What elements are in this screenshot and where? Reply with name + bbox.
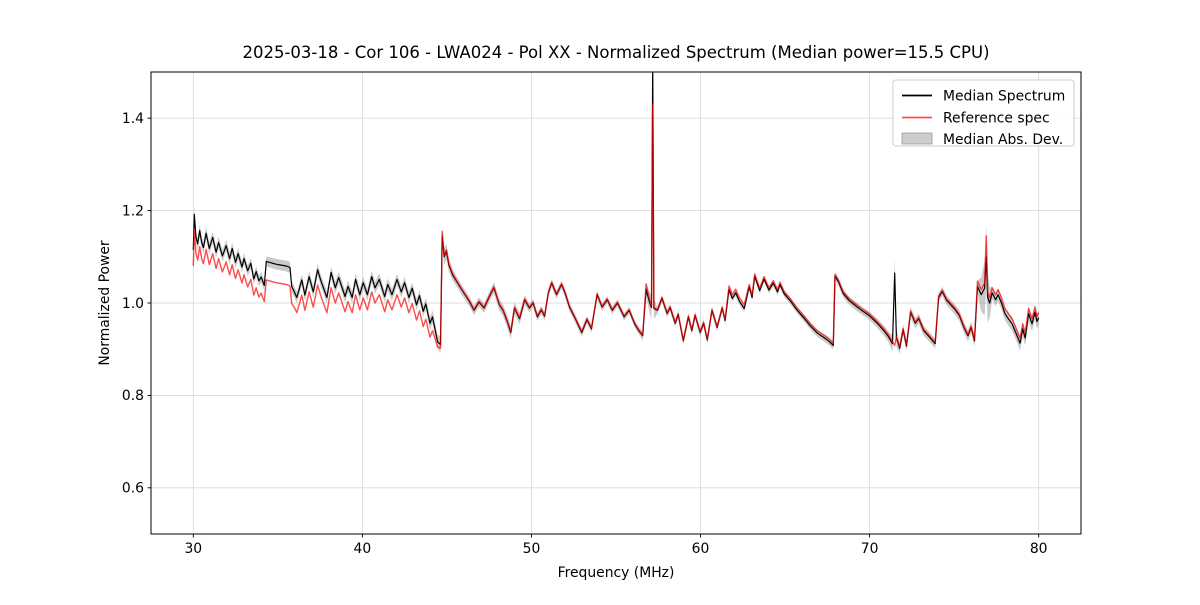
x-tick-label: 80	[1030, 541, 1048, 557]
y-tick-label: 0.6	[122, 481, 144, 497]
x-tick-label: 30	[184, 541, 202, 557]
y-axis-label: Normalized Power	[97, 240, 113, 365]
x-tick-label: 50	[523, 541, 541, 557]
y-tick-label: 0.8	[122, 388, 144, 404]
legend-label-median-abs-dev: Median Abs. Dev.	[943, 132, 1063, 148]
legend-label-reference-spec: Reference spec	[943, 111, 1050, 127]
reference-spec-line	[192, 103, 1040, 349]
legend: Median Spectrum Reference spec Median Ab…	[892, 79, 1075, 148]
legend-swatch-mad-patch	[901, 132, 933, 145]
y-tick-label: 1.2	[122, 203, 144, 219]
x-axis-label: Frequency (MHz)	[558, 565, 675, 581]
series-layer	[192, 72, 1040, 354]
x-tick-label: 40	[354, 541, 372, 557]
legend-label-median-spectrum: Median Spectrum	[943, 89, 1065, 105]
y-tick-label: 1.0	[122, 296, 144, 312]
legend-box	[892, 79, 1075, 147]
x-tick-label: 70	[861, 541, 879, 557]
tick-layer: 30 40 50 60 70 80 0.6 0.8 1.0 1.2 1.4	[122, 111, 1048, 557]
chart-title: 2025-03-18 - Cor 106 - LWA024 - Pol XX -…	[242, 43, 989, 62]
y-tick-label: 1.4	[122, 111, 144, 127]
x-tick-label: 60	[692, 541, 710, 557]
